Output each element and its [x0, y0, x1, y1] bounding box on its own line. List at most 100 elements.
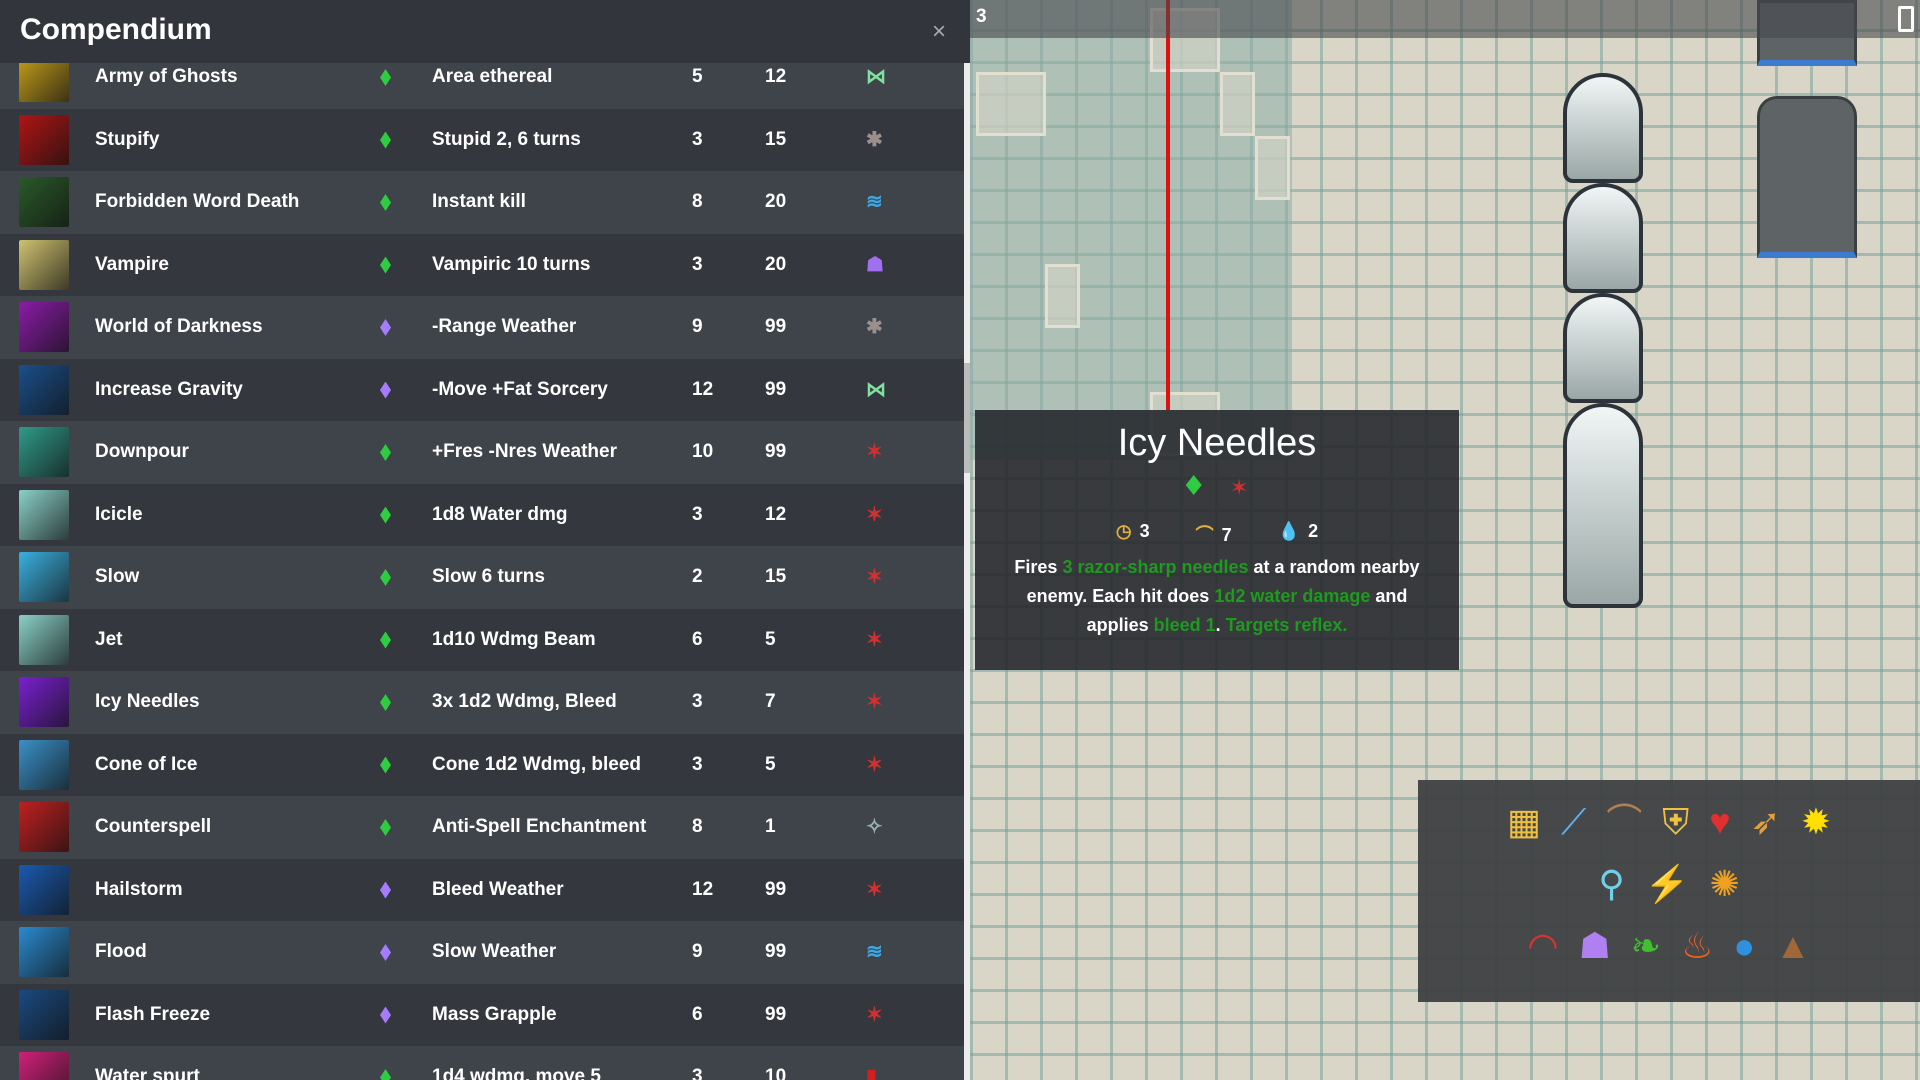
bleed-icon: ✶: [866, 691, 883, 713]
purple-diamond-icon: [380, 944, 391, 961]
spell-range: 12: [765, 66, 787, 87]
purple-skull-icon[interactable]: ☗: [1578, 925, 1611, 966]
spell-row[interactable]: Downpour +Fres -Nres Weather 10 99 ✶: [0, 421, 964, 484]
highlight-text: bleed 1: [1153, 615, 1216, 635]
floor-rune: [976, 72, 1046, 136]
spell-name: Flash Freeze: [95, 1003, 211, 1025]
green-diamond-icon: [380, 131, 391, 149]
spell-icon: [19, 739, 69, 790]
spell-name: Army of Ghosts: [95, 66, 238, 87]
skull-mask-icon: ✱: [866, 316, 883, 338]
sword-icon[interactable]: ⟋: [1561, 801, 1587, 842]
spell-cost: 3: [692, 1066, 703, 1080]
highlight-text: 3 razor-sharp needles: [1062, 557, 1249, 577]
spell-row[interactable]: Forbidden Word Death Instant kill 8 20 ≋: [0, 171, 964, 234]
red-boundary-line: [1166, 0, 1170, 410]
spell-effect: +Fres -Nres Weather: [432, 441, 617, 462]
green-diamond-icon: [380, 69, 391, 86]
spell-effect: Vampiric 10 turns: [432, 253, 591, 275]
leaf-icon[interactable]: ❧: [1630, 925, 1662, 966]
scrollbar-thumb[interactable]: [964, 363, 970, 473]
clock-icon: ◷: [1115, 521, 1132, 541]
gargoyle-statue: [1757, 96, 1857, 258]
bleed-icon: ✶: [866, 441, 883, 463]
spell-cost: 2: [692, 566, 703, 587]
tooltip-stat: ⌒ 7: [1196, 521, 1232, 547]
spell-row[interactable]: Icy Needles 3x 1d2 Wdmg, Bleed 3 7 ✶: [0, 671, 964, 734]
spell-effect: 1d8 Water dmg: [432, 503, 568, 525]
spell-name: Increase Gravity: [95, 378, 243, 400]
spell-row[interactable]: Flash Freeze Mass Grapple 6 99 ✶: [0, 983, 964, 1046]
green-diamond-icon: [380, 256, 391, 274]
spell-row[interactable]: Jet 1d10 Wdmg Beam 6 5 ✶: [0, 608, 964, 671]
spell-row[interactable]: Counterspell Anti-Spell Enchantment 8 1 …: [0, 796, 964, 859]
spell-row[interactable]: Hailstorm Bleed Weather 12 99 ✶: [0, 858, 964, 921]
spell-range: 20: [765, 191, 787, 212]
spell-row[interactable]: Icicle 1d8 Water dmg 3 12 ✶: [0, 483, 964, 546]
spell-range: 99: [765, 941, 787, 962]
floor-rune: [1255, 136, 1290, 200]
spell-row[interactable]: Flood Slow Weather 9 99 ≋: [0, 921, 964, 984]
spell-row[interactable]: Slow Slow 6 turns 2 15 ✶: [0, 546, 964, 609]
spell-icon: [19, 614, 69, 665]
figure-dash-icon[interactable]: ⚡: [1644, 863, 1690, 904]
spell-range: 20: [765, 253, 787, 275]
ability-toolbar: ▦ ⟋ ⌒ ⛨ ♥ ➶ ✹ ⚲ ⚡ ✺ ◠ ☗ ❧ ♨ ● ▲: [1418, 780, 1920, 1002]
toolbar-row: ▦ ⟋ ⌒ ⛨ ♥ ➶ ✹: [1418, 800, 1920, 844]
spell-name: World of Darkness: [95, 316, 263, 337]
coins-icon[interactable]: ▦: [1507, 801, 1542, 842]
spell-name: Downpour: [95, 441, 189, 462]
boots-icon[interactable]: ➶: [1750, 801, 1781, 842]
bow-icon[interactable]: ⌒: [1606, 801, 1643, 842]
desc-text: Fires: [1014, 557, 1063, 577]
spell-cost: 3: [692, 253, 703, 275]
spell-icon: [19, 177, 69, 227]
scrollbar[interactable]: [964, 63, 970, 1080]
spell-effect: -Move +Fat Sorcery: [432, 378, 608, 400]
spell-row[interactable]: Water spurt 1d4 wdmg, move 5 3 10 ▮: [0, 1046, 964, 1080]
spell-cost: 12: [692, 878, 714, 900]
spell-row[interactable]: World of Darkness -Range Weather 9 99 ✱: [0, 296, 964, 359]
spell-row[interactable]: Stupify Stupid 2, 6 turns 3 15 ✱: [0, 108, 964, 171]
water-drop-icon[interactable]: ●: [1733, 925, 1756, 966]
spell-range: 99: [765, 878, 787, 900]
shield-icon[interactable]: ⛨: [1662, 801, 1690, 842]
earth-icon[interactable]: ▲: [1775, 925, 1811, 966]
spell-row[interactable]: Cone of Ice Cone 1d2 Wdmg, bleed 3 5 ✶: [0, 733, 964, 796]
spell-row[interactable]: Vampire Vampiric 10 turns 3 20 ☗: [0, 233, 964, 296]
exit-door-icon[interactable]: [1898, 6, 1914, 32]
wave-icon: ≋: [866, 191, 883, 213]
spell-effect: 3x 1d2 Wdmg, Bleed: [432, 691, 617, 712]
spell-cost: 10: [692, 441, 714, 462]
desc-text: .: [1215, 615, 1226, 635]
spell-effect: Slow 6 turns: [432, 566, 545, 587]
spell-effect: Anti-Spell Enchantment: [432, 816, 647, 837]
spell-name: Slow: [95, 566, 140, 587]
skull-mask-icon: ✱: [866, 128, 883, 151]
figure-shield-icon[interactable]: ⚲: [1598, 863, 1625, 904]
spell-name: Stupify: [95, 128, 160, 150]
spell-icon: [19, 802, 69, 852]
close-button[interactable]: ×: [931, 18, 946, 45]
spell-range: 1: [765, 816, 776, 837]
heart-icon[interactable]: ♥: [1709, 801, 1731, 842]
spell-effect: Mass Grapple: [432, 1003, 557, 1025]
spell-row[interactable]: Increase Gravity -Move +Fat Sorcery 12 9…: [0, 358, 964, 421]
purple-skull-icon: ☗: [866, 253, 884, 276]
bow-icon: ⌒: [1195, 525, 1214, 545]
spell-effect: Instant kill: [432, 191, 526, 212]
spell-range: 7: [765, 691, 776, 712]
spell-name: Vampire: [95, 253, 169, 275]
green-diamond-icon: [380, 631, 391, 649]
fire-icon[interactable]: ♨: [1681, 925, 1714, 966]
spell-tooltip: Icy Needles ✶ ◷ 3 ⌒ 7 💧 2 Fires 3 razor-sharp…: [975, 410, 1459, 670]
rainbow-icon[interactable]: ◠: [1527, 925, 1559, 966]
figure-strong-icon[interactable]: ✺: [1709, 863, 1740, 904]
wave-icon: ≋: [866, 941, 883, 963]
bleed-icon: ✶: [1229, 475, 1249, 500]
spell-icon: [19, 864, 69, 915]
spell-range: 5: [765, 628, 776, 650]
green-diamond-icon: [380, 194, 391, 211]
spell-list: Army of Ghosts Area ethereal 5 12 ⋈ Stup…: [0, 46, 964, 1080]
burst-icon[interactable]: ✹: [1800, 801, 1831, 842]
